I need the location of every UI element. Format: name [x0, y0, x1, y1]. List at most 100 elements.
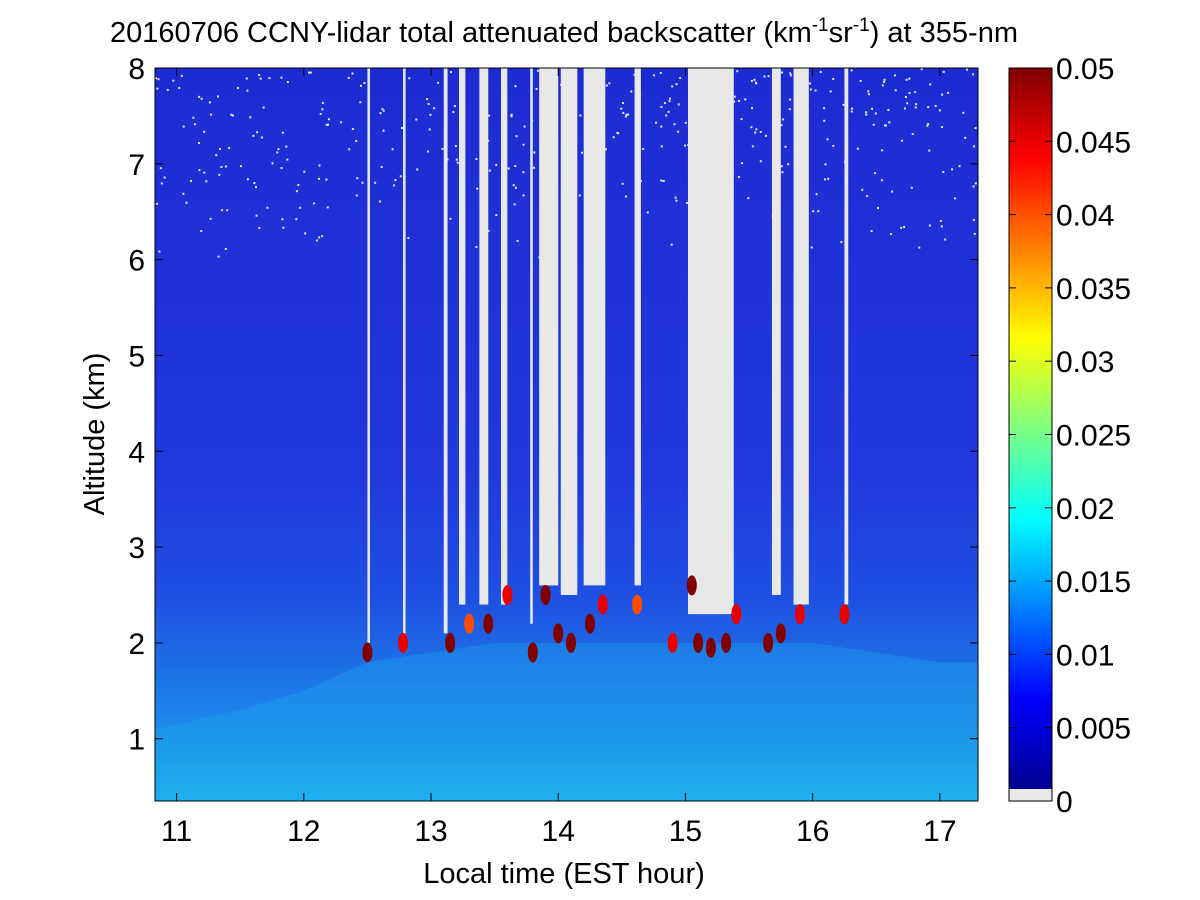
cloud-base-mark: [585, 613, 596, 634]
cloud-base-mark: [445, 632, 456, 653]
noise-speckle: [660, 105, 663, 108]
colorbar: 0 0.005 0.01 0.015 0.02 0.025 0.03 0.035 0.04 0.0…: [1008, 53, 1131, 819]
noise-speckle: [905, 78, 908, 81]
noise-speckle: [867, 90, 870, 93]
noise-speckle: [325, 178, 328, 181]
no-data-layer: [367, 68, 849, 643]
y-tick-label: 6: [128, 245, 145, 278]
noise-speckle: [321, 101, 324, 104]
cloud-base-mark: [705, 637, 716, 658]
colorbar-tick-label: 0.02: [1056, 493, 1114, 526]
noise-speckle: [908, 91, 911, 94]
noise-speckle: [522, 143, 525, 146]
no-data-region: [560, 68, 578, 595]
noise-speckle: [938, 109, 941, 112]
no-data-region: [583, 68, 606, 586]
noise-speckle: [579, 114, 582, 117]
noise-speckle: [220, 165, 223, 168]
noise-speckle: [326, 123, 329, 126]
noise-speckle: [655, 121, 658, 124]
noise-speckle: [303, 170, 306, 173]
noise-speckle: [348, 148, 351, 151]
noise-speckle: [266, 206, 269, 209]
noise-speckle: [894, 89, 897, 92]
noise-speckle: [281, 131, 284, 134]
noise-speckle: [313, 202, 316, 205]
cloud-base-mark: [483, 613, 494, 634]
noise-speckle: [456, 161, 459, 164]
no-data-region: [443, 68, 448, 634]
noise-speckle: [182, 192, 185, 195]
colorbar-tick-label: 0.035: [1056, 273, 1131, 306]
noise-speckle: [429, 113, 432, 116]
noise-speckle: [228, 147, 231, 150]
noise-speckle: [684, 144, 687, 147]
noise-speckle: [363, 81, 366, 84]
noise-speckle: [669, 97, 672, 100]
noise-speckle: [764, 134, 767, 137]
noise-speckle: [393, 184, 396, 187]
noise-speckle: [903, 226, 906, 229]
noise-speckle: [974, 182, 977, 185]
noise-speckle: [842, 103, 845, 106]
noise-speckle: [759, 160, 762, 163]
noise-speckle: [620, 107, 623, 110]
noise-speckle: [784, 145, 787, 148]
noise-speckle: [911, 133, 914, 136]
noise-speckle: [751, 107, 754, 110]
noise-speckle: [450, 71, 453, 74]
noise-speckle: [356, 177, 359, 180]
noise-speckle: [510, 113, 513, 116]
noise-speckle: [901, 139, 904, 142]
noise-speckle: [178, 86, 181, 89]
noise-speckle: [394, 179, 397, 182]
noise-speckle: [205, 180, 208, 183]
noise-speckle: [160, 182, 163, 185]
noise-speckle: [433, 107, 436, 110]
noise-speckle: [823, 107, 826, 110]
noise-speckle: [973, 145, 976, 148]
noise-speckle: [684, 121, 687, 124]
noise-speckle: [249, 116, 252, 119]
x-axis-label: Local time (EST hour): [423, 858, 705, 890]
cloud-base-mark: [527, 642, 538, 663]
noise-speckle: [415, 118, 418, 121]
noise-speckle: [428, 128, 431, 131]
cloud-base-mark: [731, 604, 742, 625]
y-tick-label: 7: [128, 149, 145, 182]
noise-speckle: [754, 131, 757, 134]
noise-speckle: [927, 123, 930, 126]
noise-speckle: [832, 77, 835, 80]
noise-speckle: [319, 113, 322, 116]
noise-speckle: [920, 68, 923, 71]
noise-speckle: [789, 74, 792, 77]
noise-speckle: [454, 145, 457, 148]
noise-speckle: [400, 126, 403, 129]
noise-speckle: [928, 224, 931, 227]
noise-speckle: [286, 158, 289, 161]
noise-speckle: [900, 226, 903, 229]
no-data-region: [793, 68, 809, 605]
noise-speckle: [532, 166, 535, 169]
noise-speckle: [218, 173, 221, 176]
noise-speckle: [381, 108, 384, 111]
noise-speckle: [535, 87, 538, 90]
noise-speckle: [416, 168, 419, 171]
noise-speckle: [625, 113, 628, 116]
x-tick-label: 13: [414, 815, 447, 848]
cloud-base-mark: [775, 623, 786, 644]
noise-speckle: [861, 188, 864, 191]
no-data-region: [367, 68, 370, 643]
cloud-base-mark: [565, 632, 576, 653]
noise-speckle: [166, 88, 169, 91]
colorbar-tick-label: 0.045: [1056, 126, 1131, 159]
noise-speckle: [236, 87, 239, 90]
noise-speckle: [754, 81, 757, 84]
noise-speckle: [755, 128, 758, 131]
noise-speckle: [903, 107, 906, 110]
noise-speckle: [374, 181, 377, 184]
noise-speckle: [255, 186, 258, 189]
noise-speckle: [889, 233, 892, 236]
noise-speckle: [941, 93, 944, 96]
title-suffix: ) at 355-nm: [870, 17, 1018, 49]
